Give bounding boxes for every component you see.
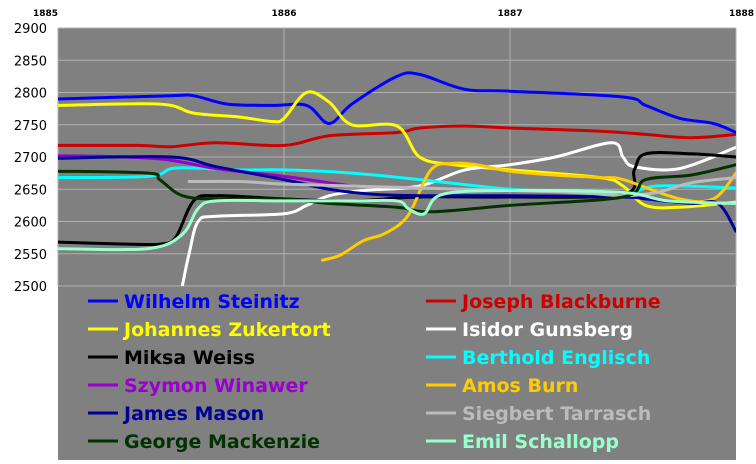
series-line-isidor-gunsberg — [180, 141, 736, 286]
legend-label-joseph-blackburne: Joseph Blackburne — [460, 291, 661, 313]
legend-label-szymon-winawer: Szymon Winawer — [124, 375, 308, 397]
legend-label-siegbert-tarrasch: Siegbert Tarrasch — [462, 403, 651, 425]
series-line-johannes-zukertort — [58, 90, 736, 210]
x-tick-label: 1887 — [497, 9, 522, 19]
legend-label-isidor-gunsberg: Isidor Gunsberg — [462, 319, 633, 341]
legend: Wilhelm Steinitz Joseph Blackburne Johanne… — [88, 291, 661, 453]
legend-label-emil-schallopp: Emil Schallopp — [462, 431, 619, 453]
y-tick-label: 2500 — [14, 280, 47, 295]
legend-label-miksa-weiss: Miksa Weiss — [124, 347, 255, 369]
legend-label-james-mason: James Mason — [122, 403, 264, 425]
y-axis-tick-labels: 2900 2850 2800 2750 2700 2650 2600 2550 2500 — [14, 22, 47, 295]
y-tick-label: 2900 — [14, 22, 47, 37]
series-line-george-mackenzie — [58, 163, 736, 214]
legend-label-george-mackenzie: George Mackenzie — [124, 431, 320, 453]
y-tick-label: 2850 — [14, 54, 47, 69]
series-line-joseph-blackburne — [58, 124, 736, 149]
y-tick-label: 2550 — [14, 248, 47, 263]
x-tick-label: 1885 — [33, 9, 58, 19]
series-lines — [58, 71, 736, 286]
x-tick-label: 1886 — [271, 9, 296, 19]
legend-label-berthold-englisch: Berthold Englisch — [462, 347, 650, 369]
legend-label-johannes-zukertort: Johannes Zukertort — [122, 319, 331, 341]
y-tick-label: 2600 — [14, 216, 47, 231]
y-tick-label: 2650 — [14, 183, 47, 198]
y-tick-label: 2750 — [14, 119, 47, 134]
series-line-amos-burn — [320, 161, 736, 262]
y-tick-label: 2700 — [14, 151, 47, 166]
series-line-emil-schallopp — [58, 188, 736, 252]
y-tick-label: 2800 — [14, 87, 47, 102]
x-tick-label: 1888 — [729, 9, 754, 19]
legend-area — [58, 286, 736, 460]
legend-label-amos-burn: Amos Burn — [462, 375, 578, 397]
x-axis-tick-labels: 1885 1886 1887 1888 — [33, 9, 754, 19]
series-line-wilhelm-steinitz — [58, 71, 736, 134]
legend-label-wilhelm-steinitz: Wilhelm Steinitz — [124, 291, 300, 313]
